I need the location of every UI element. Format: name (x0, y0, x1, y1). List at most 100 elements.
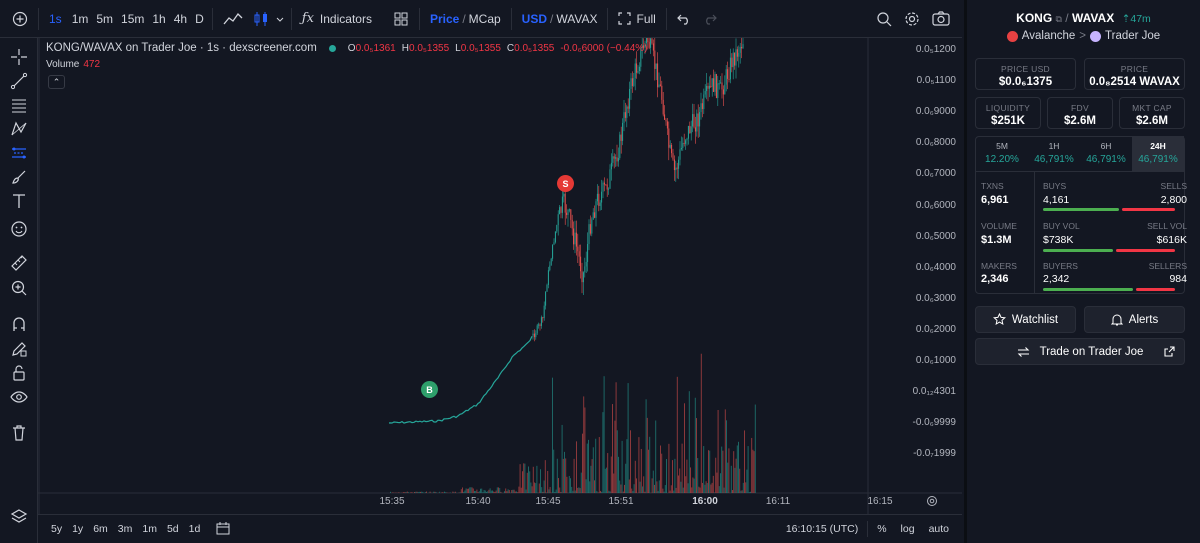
candle-body (708, 85, 710, 89)
volume-bar (555, 489, 557, 493)
interval-1h[interactable]: 1h (152, 11, 166, 26)
trade-button[interactable]: Trade on Trader Joe (975, 338, 1185, 365)
magnet-tool[interactable] (7, 312, 31, 336)
range-5d[interactable]: 5d (166, 523, 179, 535)
interval-d[interactable]: D (195, 11, 204, 26)
interval-4h[interactable]: 4h (173, 11, 188, 26)
candle-body (690, 126, 692, 134)
sell-vol-value: $616K (1156, 234, 1187, 246)
projection-icon (12, 147, 26, 159)
time-axis-label: 16:15 (867, 496, 893, 507)
time-axis-label: 16:11 (765, 496, 791, 507)
bottombar-divider (867, 521, 869, 537)
chart-type-dropdown[interactable] (273, 0, 287, 38)
price-option[interactable]: Price (429, 11, 460, 26)
add-symbol-button[interactable] (6, 0, 34, 38)
dex-name[interactable]: Trader Joe (1105, 30, 1161, 42)
range-5y[interactable]: 5y (51, 523, 63, 535)
sell-marker[interactable]: S (557, 175, 574, 192)
range-1d[interactable]: 1d (188, 523, 201, 535)
chart-symbol-title: KONG/WAVAX on Trader Joe · 1s · dexscree… (46, 42, 317, 54)
volume-bar (632, 490, 634, 493)
fullscreen-button[interactable]: Full (612, 0, 661, 38)
candle-body (696, 113, 698, 132)
quote-token[interactable]: WAVAX (1071, 11, 1115, 25)
lock-tool[interactable] (7, 361, 31, 385)
usd-option[interactable]: USD (521, 11, 548, 26)
wavax-option[interactable]: WAVAX (556, 11, 598, 26)
text-tool[interactable] (7, 189, 31, 213)
utc-clock[interactable]: 16:10:15 (UTC) (785, 523, 859, 535)
log-toggle[interactable]: log (900, 523, 915, 535)
candle-body (703, 94, 705, 109)
candle-body (715, 74, 717, 98)
mcap-option[interactable]: MCap (468, 11, 501, 26)
zoom-tool[interactable] (7, 276, 31, 300)
watchlist-button[interactable]: Watchlist (975, 306, 1076, 333)
price-chart[interactable]: KONG/WAVAX on Trader Joe · 1s · dexscree… (38, 38, 962, 543)
brush-tool[interactable] (7, 165, 31, 189)
timeframe-5m[interactable]: 5M 12.20% (976, 136, 1028, 171)
candlestick-chart-canvas[interactable] (38, 38, 962, 514)
currency-toggle[interactable]: USD / WAVAX (516, 0, 604, 38)
ruler-tool[interactable] (7, 251, 31, 275)
volume-bar (530, 482, 532, 493)
go-to-date-button[interactable] (211, 521, 235, 538)
volume-bar (435, 492, 437, 493)
candle-body (732, 52, 734, 68)
price-native-label: PRICE (1120, 64, 1149, 74)
emoji-tool[interactable] (7, 217, 31, 241)
candle-body (577, 246, 579, 252)
collapse-legend-button[interactable]: ⌃ (48, 75, 65, 89)
candle-body (536, 325, 538, 334)
interval-1s[interactable]: 1s (49, 11, 62, 26)
pattern-tool[interactable] (7, 117, 31, 141)
range-3m[interactable]: 3m (117, 523, 133, 535)
snapshot-button[interactable] (926, 0, 956, 38)
candle-body (598, 193, 600, 206)
quick-search-button[interactable] (870, 0, 898, 38)
base-token[interactable]: KONG (1016, 11, 1053, 25)
percent-toggle[interactable]: % (877, 523, 887, 535)
fib-tool[interactable] (7, 93, 31, 117)
interval-5m[interactable]: 5m (96, 11, 114, 26)
candle-body (673, 159, 675, 171)
timeframe-6h[interactable]: 6H 46,791% (1080, 136, 1132, 171)
undo-button[interactable] (671, 0, 697, 38)
interval-1m[interactable]: 1m (71, 11, 89, 26)
volume-bar (418, 491, 420, 493)
candle-body (739, 46, 741, 53)
buy-marker[interactable]: B (421, 381, 438, 398)
range-6m[interactable]: 6m (93, 523, 108, 535)
settings-button[interactable] (898, 0, 926, 38)
object-tree-button[interactable] (7, 505, 31, 529)
copy-icon[interactable]: ⧉ (1055, 14, 1062, 24)
timeframe-1h[interactable]: 1H 46,791% (1028, 136, 1080, 171)
remove-drawings-tool[interactable] (7, 421, 31, 445)
volume-bar (590, 465, 592, 493)
volume-bar (417, 492, 419, 493)
timeframe-24h[interactable]: 24H 46,791% (1132, 136, 1184, 171)
chart-type-candle-button[interactable] (249, 0, 273, 38)
volume-bar (589, 481, 591, 493)
price-mcap-toggle[interactable]: Price / MCap (424, 0, 507, 38)
candle-body (682, 142, 684, 148)
alerts-button[interactable]: Alerts (1084, 306, 1185, 333)
crosshair-tool[interactable] (7, 45, 31, 69)
indicators-button[interactable]: ƒx Indicators (296, 0, 378, 38)
candle-body (602, 182, 604, 192)
auto-toggle[interactable]: auto (928, 523, 949, 535)
lock-drawings-tool[interactable] (7, 337, 31, 361)
forecast-tool[interactable] (7, 141, 31, 165)
chain-name[interactable]: Avalanche (1021, 30, 1076, 42)
interval-15m[interactable]: 15m (121, 11, 145, 26)
range-1m[interactable]: 1m (142, 523, 157, 535)
range-1y[interactable]: 1y (72, 523, 84, 535)
hide-drawings-tool[interactable] (7, 385, 31, 409)
redo-button[interactable] (697, 0, 723, 38)
volume-bar (754, 404, 756, 493)
layouts-button[interactable] (387, 0, 415, 38)
trendline-tool[interactable] (7, 69, 31, 93)
chart-type-line-button[interactable] (217, 0, 249, 38)
volume-bar (676, 376, 678, 493)
